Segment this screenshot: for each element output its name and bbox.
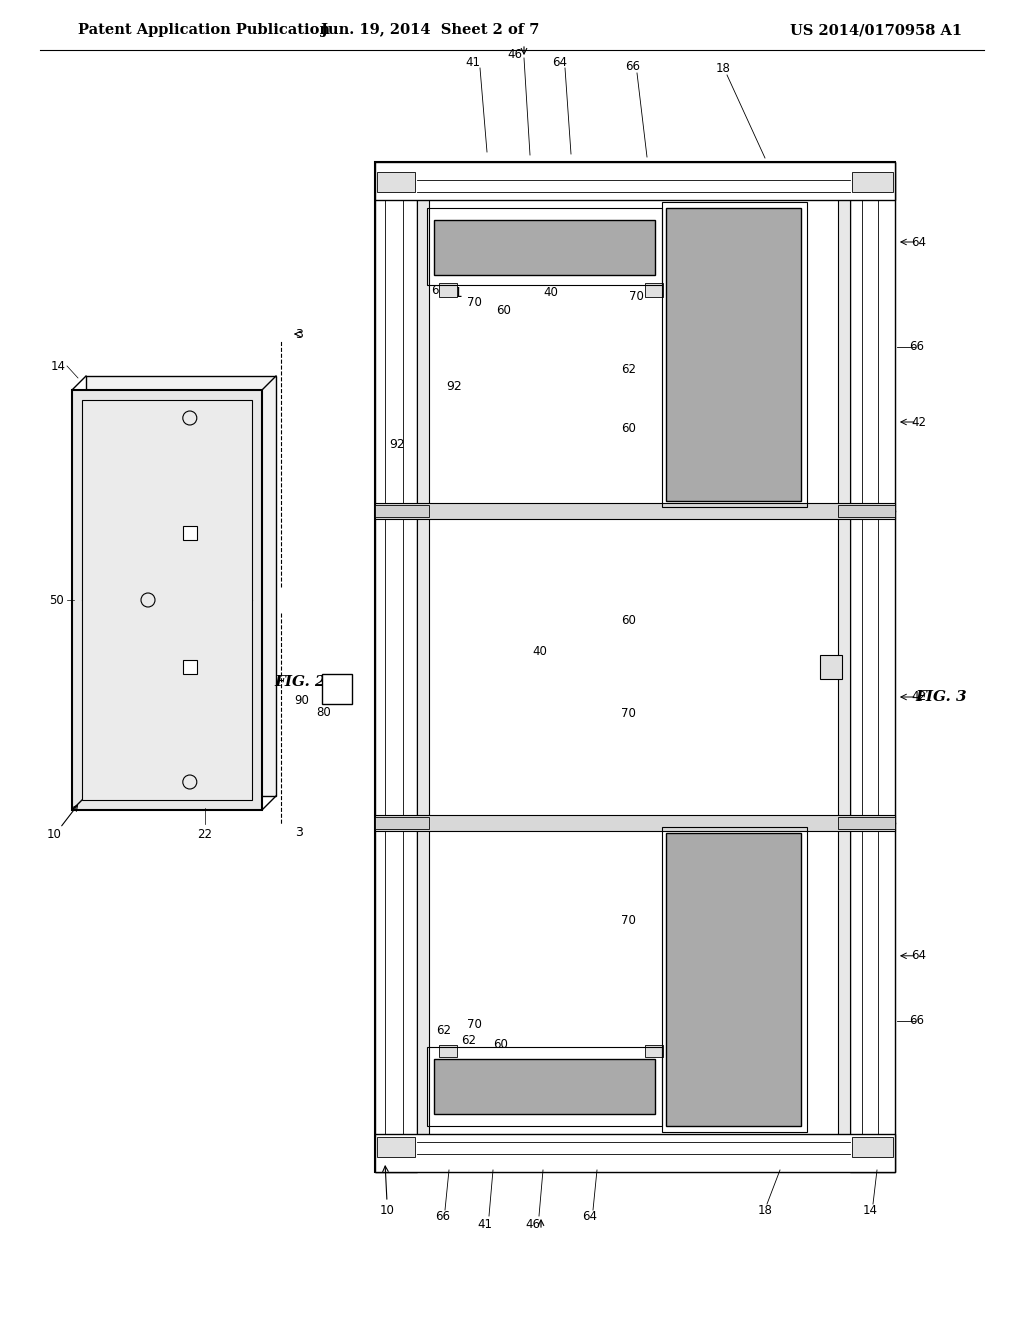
Text: 70: 70: [467, 297, 481, 309]
Bar: [375, 814, 895, 830]
Text: 62: 62: [436, 1024, 452, 1038]
Text: 42: 42: [911, 690, 927, 704]
Text: 18: 18: [716, 62, 730, 75]
Text: 48: 48: [155, 677, 169, 690]
Bar: [667, 833, 801, 1126]
Bar: [429, 201, 838, 1134]
Bar: [645, 282, 663, 297]
Text: 46: 46: [525, 1217, 541, 1230]
Text: 18: 18: [758, 1204, 772, 1217]
Bar: [427, 209, 662, 285]
Text: 62: 62: [431, 284, 446, 297]
Bar: [375, 503, 895, 519]
Text: 48: 48: [155, 510, 169, 523]
Bar: [72, 389, 262, 810]
Text: 92: 92: [446, 380, 462, 393]
Text: FIG. 3: FIG. 3: [915, 690, 967, 705]
Text: 40: 40: [170, 579, 185, 593]
Text: 28: 28: [203, 677, 217, 690]
Bar: [667, 209, 801, 502]
Bar: [838, 817, 895, 829]
Bar: [377, 172, 415, 191]
Text: 66: 66: [626, 61, 640, 74]
Bar: [663, 202, 807, 507]
Text: Jun. 19, 2014  Sheet 2 of 7: Jun. 19, 2014 Sheet 2 of 7: [321, 22, 540, 37]
Bar: [663, 826, 807, 1133]
Text: 64: 64: [911, 949, 927, 962]
Text: 41: 41: [477, 1217, 493, 1230]
Text: 66: 66: [909, 1014, 925, 1027]
Text: 91: 91: [445, 286, 463, 301]
Bar: [434, 220, 655, 275]
Bar: [86, 376, 276, 796]
Text: 70: 70: [629, 289, 644, 302]
Bar: [645, 1045, 663, 1057]
Bar: [183, 525, 197, 540]
Bar: [852, 172, 893, 191]
Bar: [377, 1137, 415, 1158]
Text: 60: 60: [621, 614, 636, 627]
Text: US 2014/0170958 A1: US 2014/0170958 A1: [790, 22, 963, 37]
Bar: [838, 177, 850, 1158]
Text: 64: 64: [911, 235, 927, 248]
Bar: [375, 162, 895, 201]
Text: 50: 50: [49, 594, 65, 606]
Text: 64: 64: [583, 1209, 597, 1222]
Bar: [375, 817, 429, 829]
Text: 3: 3: [295, 825, 303, 838]
Bar: [375, 162, 417, 1172]
Text: 70: 70: [621, 915, 636, 927]
Text: 62: 62: [621, 363, 636, 376]
Text: 10: 10: [46, 829, 61, 842]
Text: 40: 40: [543, 286, 558, 300]
Bar: [850, 162, 895, 1172]
Text: 90: 90: [295, 693, 309, 706]
Text: 60: 60: [497, 304, 511, 317]
Text: 14: 14: [862, 1204, 878, 1217]
Text: 22: 22: [198, 829, 213, 842]
Text: 92: 92: [389, 438, 404, 451]
Text: 70: 70: [467, 1018, 481, 1031]
Text: 40: 40: [170, 607, 185, 620]
Text: 14: 14: [50, 359, 66, 372]
Text: 40: 40: [118, 579, 133, 593]
Bar: [439, 282, 457, 297]
Text: 46: 46: [508, 48, 522, 61]
Bar: [375, 506, 429, 517]
Bar: [375, 162, 895, 1172]
Text: FIG. 2: FIG. 2: [274, 675, 326, 689]
Text: 60: 60: [494, 1039, 509, 1052]
Bar: [427, 1047, 662, 1126]
Bar: [417, 177, 429, 1158]
Bar: [852, 1137, 893, 1158]
Text: 30: 30: [208, 573, 222, 586]
Text: 70: 70: [621, 708, 636, 721]
Bar: [322, 675, 352, 704]
Text: 80: 80: [316, 705, 332, 718]
Text: 66: 66: [909, 341, 925, 354]
Text: 40: 40: [532, 645, 547, 657]
Text: 60: 60: [621, 421, 636, 434]
Bar: [838, 506, 895, 517]
Bar: [820, 655, 842, 678]
Text: 41: 41: [466, 55, 480, 69]
Bar: [183, 660, 197, 675]
Text: 40: 40: [102, 771, 118, 784]
Text: 10: 10: [380, 1204, 394, 1217]
Text: Patent Application Publication: Patent Application Publication: [78, 22, 330, 37]
Text: 62: 62: [462, 1035, 476, 1048]
Text: 40: 40: [118, 607, 133, 620]
Text: 42: 42: [911, 416, 927, 429]
Bar: [82, 400, 252, 800]
Bar: [375, 1134, 895, 1172]
Text: 3: 3: [295, 327, 303, 341]
Text: 40: 40: [170, 771, 185, 784]
Bar: [434, 1059, 655, 1114]
Text: 64: 64: [553, 55, 567, 69]
Text: 66: 66: [435, 1209, 451, 1222]
Bar: [439, 1045, 457, 1057]
